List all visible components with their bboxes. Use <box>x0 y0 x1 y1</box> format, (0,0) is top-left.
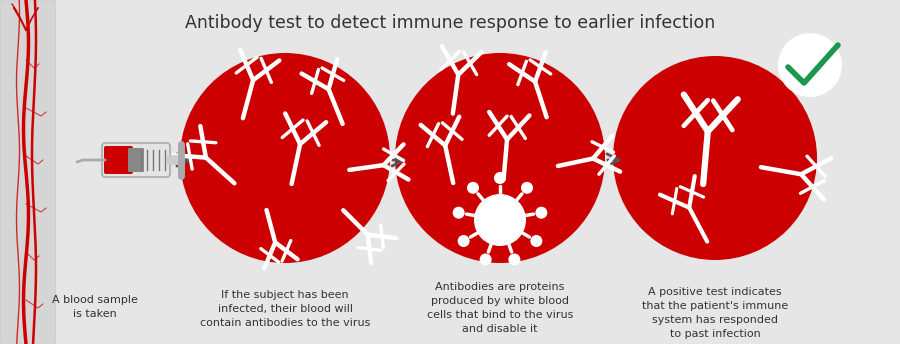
Ellipse shape <box>457 235 470 247</box>
Text: Antibody test to detect immune response to earlier infection: Antibody test to detect immune response … <box>184 14 716 32</box>
Ellipse shape <box>395 53 605 263</box>
FancyBboxPatch shape <box>102 143 170 177</box>
Ellipse shape <box>521 182 533 194</box>
Ellipse shape <box>467 182 479 194</box>
Text: A positive test indicates
that the patient's immune
system has responded
to past: A positive test indicates that the patie… <box>642 287 788 339</box>
Ellipse shape <box>530 235 543 247</box>
Text: Antibodies are proteins
produced by white blood
cells that bind to the virus
and: Antibodies are proteins produced by whit… <box>427 282 573 334</box>
Text: A blood sample
is taken: A blood sample is taken <box>52 295 138 319</box>
Ellipse shape <box>474 194 526 246</box>
Ellipse shape <box>180 53 390 263</box>
FancyBboxPatch shape <box>128 148 144 172</box>
Ellipse shape <box>453 207 464 219</box>
Ellipse shape <box>508 254 520 266</box>
FancyBboxPatch shape <box>104 146 133 174</box>
Ellipse shape <box>613 56 817 260</box>
Ellipse shape <box>494 172 506 184</box>
Ellipse shape <box>778 33 842 97</box>
Ellipse shape <box>480 254 491 266</box>
Ellipse shape <box>536 207 547 219</box>
Text: If the subject has been
infected, their blood will
contain antibodies to the vir: If the subject has been infected, their … <box>200 290 370 328</box>
